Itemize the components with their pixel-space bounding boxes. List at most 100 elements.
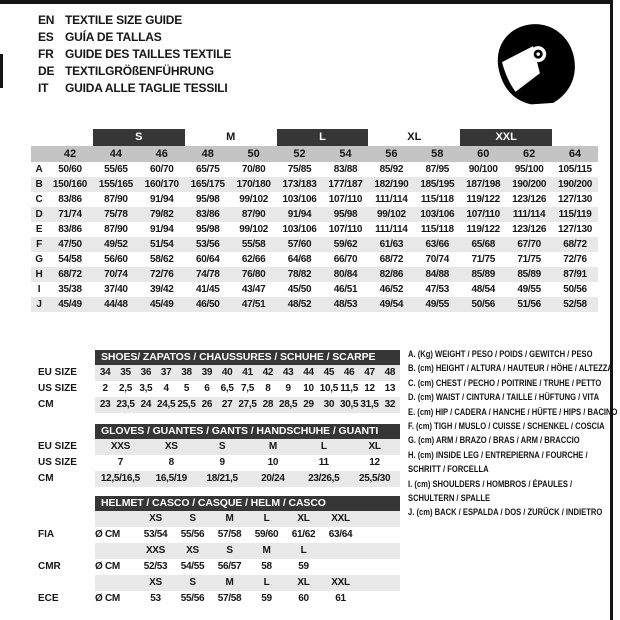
size-cell: 43/47 [241,284,266,295]
value-cell: 23 [99,399,111,410]
row-label: EU SIZE [38,441,77,452]
table-row: EU SIZE XXS XS S M L XL [38,439,400,455]
value-cell: 44 [303,367,314,378]
unit-cell [95,511,137,527]
size-cell: 95/100 [514,164,544,175]
row-label [38,575,95,591]
row-letter: I [37,284,41,295]
value-cell: 8 [168,457,175,468]
value-cell: 43 [282,367,294,378]
size-cell: 84/88 [425,269,450,280]
size-cell: 91/94 [150,194,174,205]
size-cell: 46/51 [333,284,358,295]
helmet-value-cell: 54/55 [180,561,205,572]
helmet-value-cell: 56/57 [217,561,242,572]
value-cell: 26 [201,399,213,410]
gloves-header: GLOVES / GUANTES / GANTS / HANDSCHUHE / … [38,424,400,439]
size-cell: 53/56 [195,239,220,250]
helmet-value-cell: 55/56 [180,593,205,604]
row-letter: B [35,179,43,190]
language-title: GUÍA DE TALLAS [65,30,162,44]
size-group-l: L [276,129,369,146]
row-values: 12,5/16,5 16,5/19 18/21,5 20/24 23/26,5 25,5/… [95,471,400,487]
legend-item: B. (cm) HEIGHT / ALTURA / HAUTEUR / HÖHE… [408,362,613,376]
size-cell: 61/63 [379,239,404,250]
size-cell: 83/88 [333,164,358,175]
value-cell: 10 [303,383,314,394]
row-label [38,511,95,527]
size-cell: 54/58 [58,254,82,265]
unit-cell [95,543,137,559]
size-cell: 35/38 [58,284,82,295]
size-cell: 67/70 [517,239,541,250]
language-row: EN TEXTILE SIZE GUIDE [38,12,231,29]
size-group-spacer [31,129,47,146]
size-cell: 71/74 [58,209,82,220]
value-cell: 23/26,5 [308,473,340,484]
value-cell: 2,5 [118,383,132,394]
size-group-xxl: XXL [460,129,553,146]
shoes-title: SHOES/ ZAPATOS / CHAUSSURES / SCHUHE / S… [95,350,400,365]
size-column-header: 50 [247,148,260,160]
size-cell: 99/102 [239,194,269,205]
size-cell: 75/78 [104,209,128,220]
size-cell: 119/122 [466,194,500,205]
helmet-size-row: XS S M L XL XXL [38,511,400,527]
size-cell: 74/78 [195,269,220,280]
row-label: CM [38,473,54,484]
helmet-value-cell: 61 [335,593,346,604]
helmet-size-cell: S [189,577,196,588]
gloves-title: GLOVES / GUANTES / GANTS / HANDSCHUHE / … [95,424,400,439]
legend-item: H. (cm) INSIDE LEG / ENTREPIERNA / FOURC… [408,449,613,478]
main-size-table: S M L XL XXL 42 44 46 48 50 52 54 56 58 60 62 64 A 5… [31,129,598,312]
helmet-values: Ø CM 52/53 54/55 56/57 58 59 [95,559,400,575]
helmet-value-cell: 55/56 [180,529,205,540]
size-table-row: D 71/74 75/78 79/82 83/86 87/90 91/94 95/98 99/1… [31,207,598,222]
size-cell: 177/187 [328,179,363,190]
size-column-band: 42 44 46 48 50 52 54 56 58 60 62 64 [31,146,598,162]
legend-item: F. (cm) TIGH / MUSLO / CUISSE / SCHENKEL… [408,420,613,434]
value-cell: 6 [204,383,210,394]
row-label: EU SIZE [38,367,77,378]
value-cell: 39 [201,367,213,378]
size-cell: 44/48 [104,299,128,310]
value-cell: 16,5/19 [155,473,188,484]
helmet-title: HELMET / CASCO / CASQUE / HELM / CASCO [95,496,400,511]
size-cell: 70/74 [425,254,450,265]
helmet-value-row: FIA Ø CM 53/54 55/56 57/58 59/60 61/62 63/64 [38,527,400,543]
size-cell: 83/86 [58,194,82,205]
shoes-header: SHOES/ ZAPATOS / CHAUSSURES / SCHUHE / S… [38,350,400,365]
legend-item: C. (cm) CHEST / PECHO / POITRINE / TRUHE… [408,377,613,391]
helmet-size-cell: XXL [331,577,350,588]
size-cell: 70/74 [104,269,128,280]
size-cell: 83/86 [195,209,220,220]
size-cell: 173/183 [282,179,317,190]
value-cell: 47 [364,367,375,378]
size-cell: 57/60 [287,239,312,250]
value-cell: 7,5 [240,383,254,394]
language-title: GUIDE DES TAILLES TEXTILE [65,47,232,61]
shoes-header-spacer [38,350,95,365]
size-cell: 49/55 [517,284,541,295]
row-letter: E [35,224,43,235]
size-column-header: 44 [109,148,122,160]
size-cell: 50/60 [58,164,82,175]
size-cell: 72/76 [150,269,174,280]
size-cell: 127/130 [558,194,593,205]
size-cell: 68/72 [379,254,404,265]
size-column-header: 64 [568,148,582,160]
value-cell: 29 [303,399,314,410]
helmet-header: HELMET / CASCO / CASQUE / HELM / CASCO [38,496,400,511]
helmet-size-cell: XS [149,513,162,524]
value-cell: 2 [102,383,109,394]
value-cell: 11 [318,457,329,468]
size-cell: 111/114 [512,209,546,220]
row-values: 23 23,5 24 24,5 25,5 26 27 27,5 28 28,5 29 30 30,5 31… [95,397,400,413]
value-cell: M [268,441,277,452]
left-border-segment [0,54,3,88]
size-cell: 95/98 [195,224,220,235]
legend-line: C. (cm) CHEST / PECHO / POITRINE / TRUHE… [408,377,602,389]
shoes-table: SHOES/ ZAPATOS / CHAUSSURES / SCHUHE / S… [38,350,400,413]
value-cell: 25,5/30 [358,473,391,484]
